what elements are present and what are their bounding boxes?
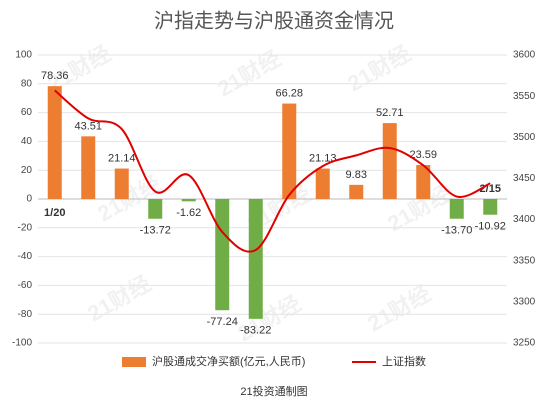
data-label: 78.36 bbox=[41, 70, 69, 82]
x-tick-label: 2/15 bbox=[480, 183, 501, 195]
data-label: -77.24 bbox=[207, 316, 238, 328]
data-label: -13.70 bbox=[441, 225, 472, 237]
watermark: 21财经 bbox=[83, 271, 155, 327]
y-tick-label: 80 bbox=[21, 78, 33, 89]
bar bbox=[215, 199, 230, 311]
data-label: 23.59 bbox=[409, 149, 437, 161]
y-tick-label: 60 bbox=[21, 107, 33, 118]
chart-title: 沪指走势与沪股通资金情况 bbox=[154, 9, 394, 32]
bar bbox=[315, 168, 330, 199]
bar bbox=[282, 103, 297, 199]
index-line bbox=[54, 89, 491, 253]
bar bbox=[81, 136, 96, 199]
data-label: 21.13 bbox=[309, 152, 337, 164]
bar bbox=[248, 199, 263, 319]
data-label: 21.14 bbox=[108, 152, 136, 164]
legend-label: 上证指数 bbox=[382, 354, 426, 368]
y-tick-label: 0 bbox=[26, 194, 32, 205]
legend-label: 沪股通成交净买额(亿元,人民币) bbox=[152, 354, 305, 368]
bar bbox=[114, 168, 129, 199]
y-tick-label: -40 bbox=[18, 251, 33, 262]
watermark: 21财经 bbox=[343, 41, 415, 97]
bar bbox=[416, 165, 431, 199]
bar bbox=[47, 86, 62, 199]
y2-tick-label: 3300 bbox=[513, 296, 536, 307]
y2-tick-label: 3400 bbox=[513, 214, 536, 225]
watermark: 21财经 bbox=[233, 291, 305, 347]
data-label: 9.83 bbox=[346, 169, 367, 181]
watermark: 21财经 bbox=[213, 46, 285, 102]
bar bbox=[382, 123, 397, 199]
bar bbox=[483, 199, 498, 215]
y-tick-label: 40 bbox=[21, 136, 33, 147]
bar bbox=[148, 199, 163, 219]
y2-tick-label: 3600 bbox=[513, 50, 536, 61]
watermark: 21财经 bbox=[363, 281, 435, 337]
data-label: -13.72 bbox=[140, 225, 171, 237]
legend-swatch bbox=[122, 357, 146, 367]
y-tick-label: -60 bbox=[18, 280, 33, 291]
bar bbox=[449, 199, 464, 219]
data-label: -10.92 bbox=[475, 221, 506, 233]
y2-tick-label: 3550 bbox=[513, 91, 536, 102]
bar bbox=[181, 199, 196, 202]
data-label: -1.62 bbox=[176, 207, 201, 219]
y-tick-label: -100 bbox=[12, 338, 32, 349]
data-label: 66.28 bbox=[275, 87, 303, 99]
source-note: 21投资通制图 bbox=[240, 384, 307, 398]
x-tick-label: 1/20 bbox=[44, 207, 65, 219]
y2-tick-label: 3250 bbox=[513, 338, 536, 349]
y-tick-label: -80 bbox=[18, 309, 33, 320]
bar bbox=[349, 184, 364, 199]
y2-tick-label: 3500 bbox=[513, 132, 536, 143]
y2-tick-label: 3350 bbox=[513, 255, 536, 266]
y-tick-label: 20 bbox=[21, 165, 33, 176]
y2-tick-label: 3450 bbox=[513, 173, 536, 184]
data-label: 43.51 bbox=[74, 120, 102, 132]
y-tick-label: 100 bbox=[15, 50, 32, 61]
data-label: 52.71 bbox=[376, 107, 404, 119]
data-label: -83.22 bbox=[240, 325, 271, 337]
y-tick-label: -20 bbox=[18, 222, 33, 233]
